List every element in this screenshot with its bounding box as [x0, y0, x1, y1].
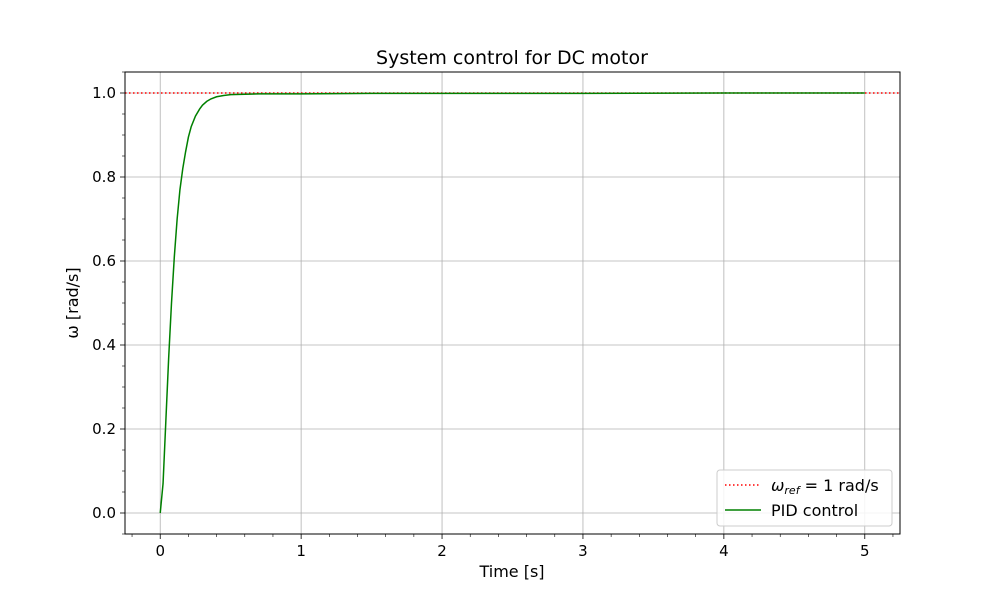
legend: ωref = 1 rad/s PID control	[716, 469, 893, 527]
legend-reference-suffix: = 1 rad/s	[800, 476, 879, 495]
pid-control-line	[159, 92, 865, 514]
grid	[125, 72, 900, 534]
x-axis-label: Time [s]	[478, 562, 544, 581]
legend-reference-symbol: ω	[771, 476, 784, 495]
chart-title: System control for DC motor	[376, 47, 648, 69]
x-tick-label: 2	[437, 542, 447, 560]
legend-box	[716, 469, 893, 527]
y-tick-label: 1.0	[92, 84, 116, 102]
ticks: 0 1 2 3 4 5 0.0 0.2 0.4 0.6 0.8 1.0	[92, 71, 894, 560]
series-layer	[125, 92, 900, 514]
y-tick-label: 0.2	[92, 420, 116, 438]
y-axis-label: ω [rad/s]	[63, 267, 82, 338]
x-tick-label: 4	[719, 542, 729, 560]
plot-frame	[124, 71, 901, 535]
x-tick-label: 5	[860, 542, 870, 560]
y-tick-label: 0.4	[92, 336, 116, 354]
y-tick-label: 0.8	[92, 168, 116, 186]
x-tick-label: 1	[296, 542, 306, 560]
y-tick-label: 0.0	[92, 504, 116, 522]
legend-reference-label: ωref = 1 rad/s	[771, 476, 879, 497]
legend-pid-label: PID control	[771, 501, 858, 520]
x-tick-label: 3	[578, 542, 588, 560]
legend-reference-subscript: ref	[784, 484, 801, 497]
x-tick-label: 0	[155, 542, 165, 560]
y-tick-label: 0.6	[92, 252, 116, 270]
